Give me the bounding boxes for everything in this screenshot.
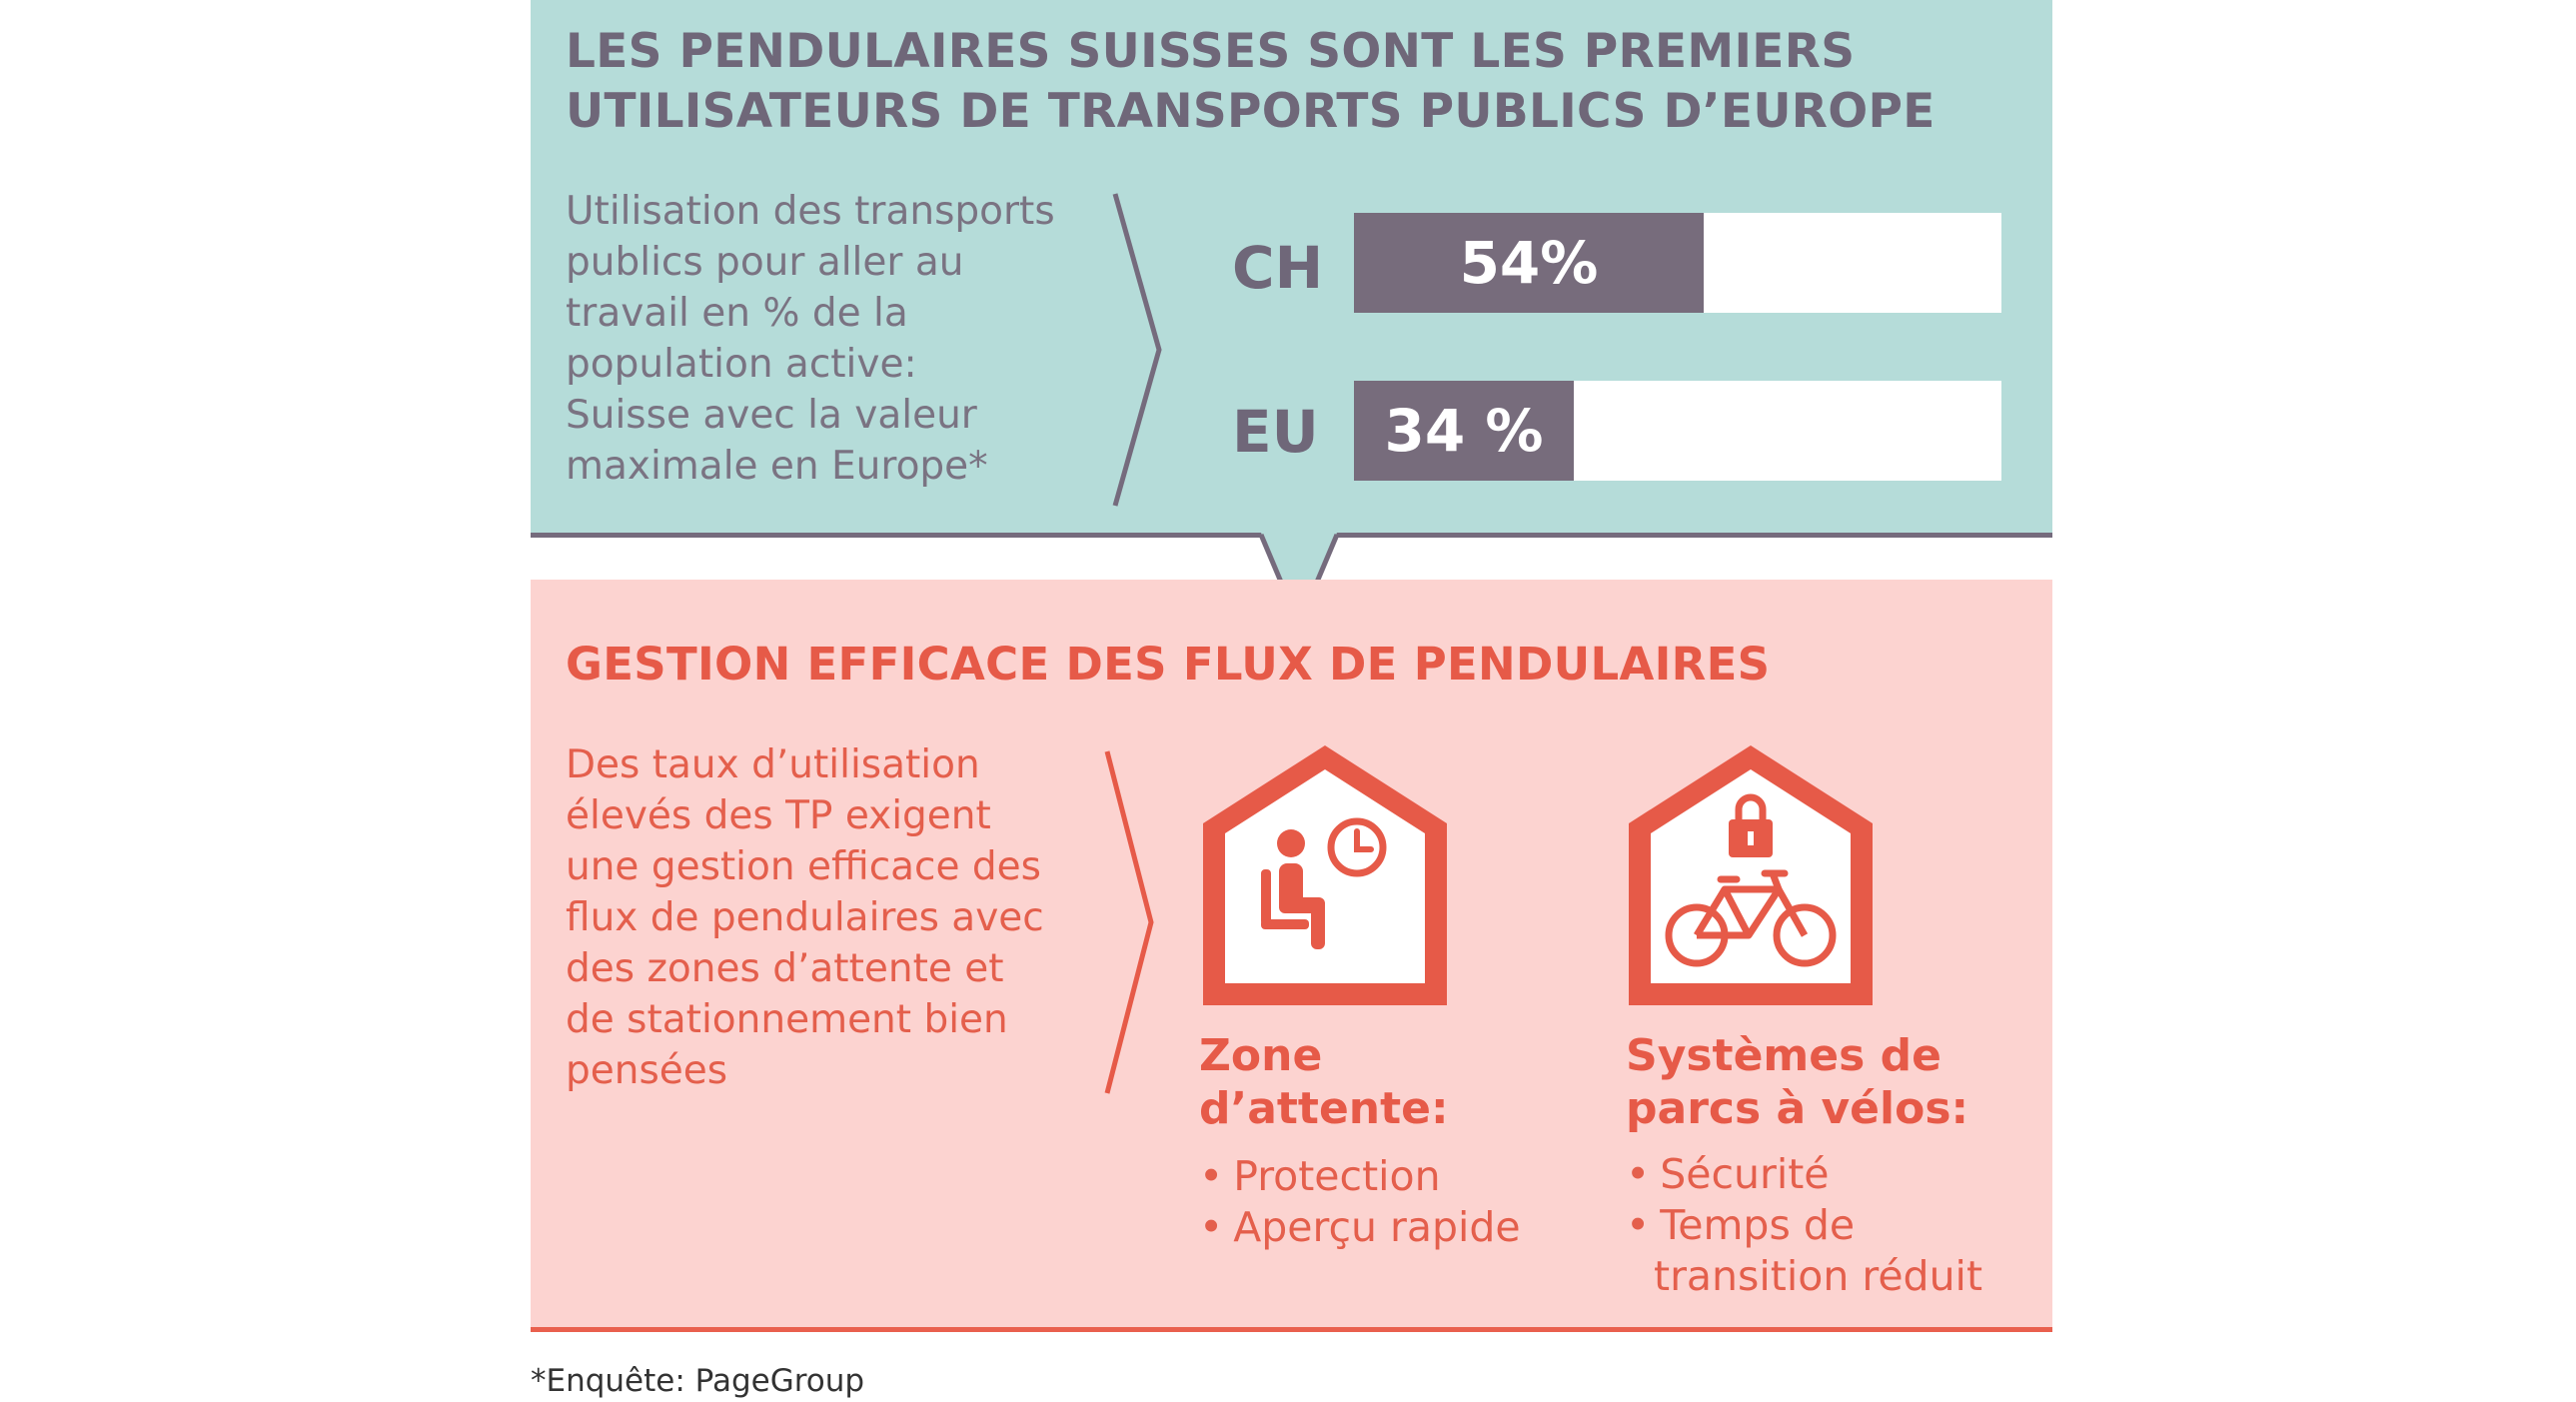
chevron-separator (1112, 193, 1162, 507)
bar-track-ch: 54% (1354, 213, 2001, 313)
bike-lock-icon (1629, 745, 1873, 1005)
section-description-line: pensées (566, 1048, 728, 1093)
section-description-line: élevés des TP exigent (566, 793, 991, 838)
bar-eu (1354, 381, 1574, 481)
section-description: Des taux d’utilisation élevés des TP exi… (566, 739, 1125, 1096)
list-item: transition réduit (1626, 1251, 2045, 1302)
bullet-text: Aperçu rapide (1233, 1203, 1521, 1251)
bar-category-label-eu: EU (1232, 398, 1319, 466)
section-description-line: des zones d’attente et (566, 946, 1004, 991)
chart-description-line: Suisse avec la valeur (566, 393, 977, 438)
chevron-separator (1104, 750, 1154, 1094)
bullet-text: Protection (1233, 1152, 1441, 1200)
bike-parking-title-line: Systèmes de (1626, 1030, 1941, 1081)
section-description-line: de stationnement bien (566, 997, 1008, 1042)
chart-title-line: LES PENDULAIRES SUISSES SONT LES PREMIER… (566, 24, 1856, 79)
chart-description-line: travail en % de la (566, 291, 908, 336)
waiting-zone-title-line: Zone (1199, 1030, 1323, 1081)
waiting-person-clock-icon (1203, 745, 1447, 1005)
bar-track-eu: 34 % (1354, 381, 2001, 481)
list-item: • Protection (1199, 1152, 1441, 1200)
waiting-zone-title: Zone d’attente: (1199, 1029, 1529, 1135)
section-title: GESTION EFFICACE DES FLUX DE PENDULAIRES (566, 638, 1771, 691)
bar-category-label-ch: CH (1232, 234, 1324, 302)
footnote: *Enquête: PageGroup (531, 1363, 865, 1399)
chart-description: Utilisation des transports publics pour … (566, 186, 1085, 492)
bar-ch (1354, 213, 1704, 313)
list-item: • Sécurité (1626, 1150, 1830, 1198)
section-description-line: une gestion efficace des (566, 844, 1041, 889)
section-description-line: Des taux d’utilisation (566, 742, 980, 787)
pink-panel-rule (531, 1327, 2052, 1332)
chart-title: LES PENDULAIRES SUISSES SONT LES PREMIER… (566, 22, 2034, 142)
waiting-zone-title-line: d’attente: (1199, 1083, 1449, 1134)
list-item: • Temps de (1626, 1201, 1856, 1249)
bike-parking-title: Systèmes de parcs à vélos: (1626, 1029, 2025, 1135)
waiting-zone-bullets: • Protection • Aperçu rapide (1199, 1151, 1579, 1253)
bullet-text: transition réduit (1654, 1252, 1983, 1300)
chart-description-line: Utilisation des transports (566, 189, 1055, 234)
bullet-text: Sécurité (1660, 1150, 1830, 1198)
chart-description-line: maximale en Europe* (566, 444, 988, 489)
bike-parking-bullets: • Sécurité • Temps de transition réduit (1626, 1149, 2045, 1302)
list-item: • Aperçu rapide (1199, 1203, 1521, 1251)
chart-description-line: publics pour aller au (566, 240, 964, 285)
section-description-line: flux de pendulaires avec (566, 895, 1044, 940)
bar-value-label-ch: 54% (1459, 229, 1599, 297)
bullet-text: Temps de (1660, 1201, 1856, 1249)
chart-title-line: UTILISATEURS DE TRANSPORTS PUBLICS D’EUR… (566, 84, 1935, 139)
chart-description-line: population active: (566, 342, 917, 387)
bar-value-label-eu: 34 % (1384, 397, 1544, 465)
bike-parking-title-line: parcs à vélos: (1626, 1083, 1969, 1134)
